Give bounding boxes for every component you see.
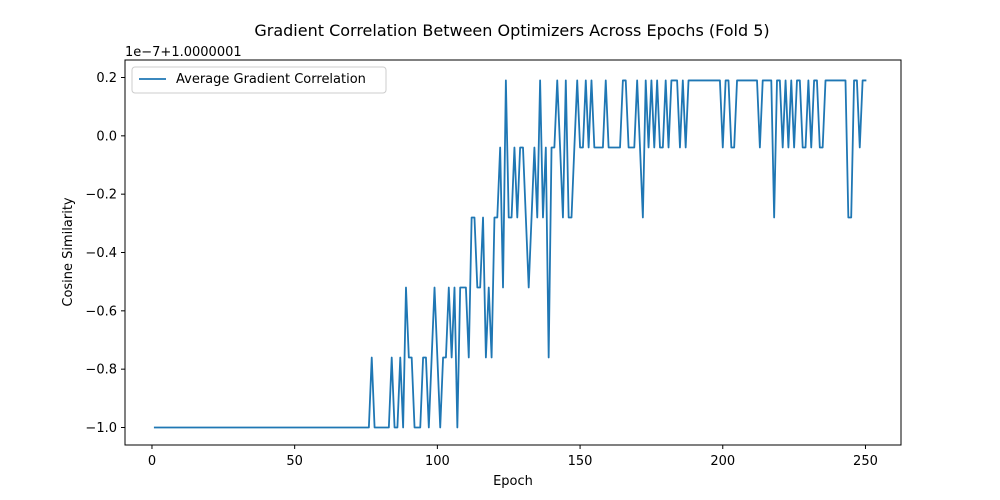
y-tick-label: −0.2 <box>85 188 117 203</box>
x-tick-label: 50 <box>286 454 303 469</box>
series-layer <box>153 79 867 429</box>
series-line-0 <box>153 79 867 429</box>
x-axis-label: Epoch <box>493 474 533 489</box>
y-tick-label: 0.0 <box>96 129 117 144</box>
y-tick-label: −1.0 <box>85 421 117 436</box>
x-tick-label: 150 <box>568 454 593 469</box>
legend-entry-label: Average Gradient Correlation <box>176 72 366 87</box>
chart-title: Gradient Correlation Between Optimizers … <box>254 21 769 40</box>
legend-box <box>131 66 387 94</box>
x-tick-label: 0 <box>148 454 156 469</box>
legend: Average Gradient Correlation <box>131 66 387 94</box>
y-tick-label: −0.6 <box>85 304 117 319</box>
y-axis-label: Cosine Similarity <box>61 197 76 307</box>
x-axis-ticks: 0 50 100 150 200 250 <box>148 445 878 469</box>
x-tick-label: 250 <box>853 454 878 469</box>
y-tick-label: −0.8 <box>85 363 117 378</box>
y-tick-label: −0.4 <box>85 246 117 261</box>
x-tick-label: 100 <box>425 454 450 469</box>
x-tick-label: 200 <box>710 454 735 469</box>
y-tick-label: 0.2 <box>96 71 117 86</box>
y-axis-ticks: −1.0 −0.8 −0.6 −0.4 −0.2 0.0 0.2 <box>85 71 125 436</box>
y-axis-offset-text: 1e−7+1.0000001 <box>125 45 242 60</box>
